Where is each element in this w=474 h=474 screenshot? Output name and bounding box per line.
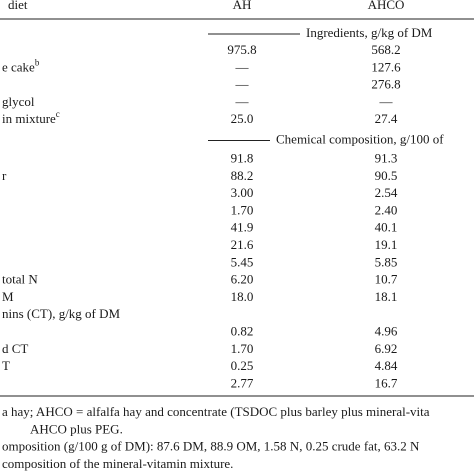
section-heading: Chemical composition, g/100 of [276, 131, 444, 146]
ahco-value: 127.6 [371, 59, 401, 74]
ahco-value: 2.40 [375, 202, 398, 217]
row-label-text: e cake [2, 59, 35, 74]
ah-value: 975.8 [227, 42, 256, 57]
ah-value: 41.9 [231, 220, 254, 235]
ahco-value: — [379, 94, 394, 109]
ah-value: 1.70 [231, 341, 254, 356]
ahco-value: 2.54 [375, 185, 398, 200]
ah-value: 2.77 [231, 375, 254, 390]
row-label-text: r [2, 168, 7, 183]
row-label-text: nins (CT), g/kg of DM [2, 306, 121, 321]
row-label-text: T [2, 358, 10, 373]
header-cell: diet [8, 0, 28, 12]
footnote-mark: b [35, 57, 40, 67]
ah-value: 0.82 [231, 323, 254, 338]
footnote: AHCO plus PEG. [30, 421, 123, 436]
row-label: d CT [2, 341, 28, 356]
row-label: nins (CT), g/kg of DM [2, 306, 121, 321]
row-label: M [2, 289, 14, 304]
ahco-value: 276.8 [371, 77, 400, 92]
ah-value: 3.00 [231, 185, 254, 200]
row-label-text: M [2, 289, 14, 304]
row-label-text: d CT [2, 341, 28, 356]
ah-value: 6.20 [231, 272, 254, 287]
ah-value: 5.45 [231, 254, 254, 269]
header-cell: AHCO [368, 0, 405, 12]
ah-value: 1.70 [231, 202, 254, 217]
footnote: composition of the mineral-vitamin mixtu… [2, 456, 233, 471]
row-label: T [2, 358, 10, 373]
row-label: e cakeb [2, 57, 40, 74]
row-label-text: total N [2, 272, 38, 287]
row-label-text: in mixture [2, 111, 56, 126]
ahco-value: 6.92 [375, 341, 398, 356]
ah-value: 25.0 [231, 111, 254, 126]
ahco-value: 90.5 [375, 168, 398, 183]
ahco-value: 4.84 [375, 358, 398, 373]
ahco-value: 10.7 [375, 272, 398, 287]
row-label: total N [2, 272, 38, 287]
ahco-value: 4.96 [375, 323, 398, 338]
ah-value: — [235, 59, 250, 74]
ah-value: 21.6 [231, 237, 254, 252]
ah-value: 0.25 [231, 358, 254, 373]
row-label: glycol [2, 94, 35, 109]
row-label-text: glycol [2, 94, 35, 109]
ahco-value: 91.3 [375, 150, 398, 165]
ahco-value: 18.1 [375, 289, 398, 304]
footnote-mark: c [56, 109, 60, 119]
ahco-value: 27.4 [375, 111, 398, 126]
header-cell: AH [233, 0, 252, 12]
ah-value: — [235, 94, 250, 109]
ahco-value: 40.1 [375, 220, 398, 235]
ahco-value: 16.7 [375, 375, 398, 390]
ah-value: — [235, 77, 250, 92]
footnote: a hay; AHCO = alfalfa hay and concentrat… [2, 404, 430, 419]
row-label: r [2, 168, 7, 183]
footnote: omposition (g/100 g of DM): 87.6 DM, 88.… [2, 439, 420, 454]
row-label: in mixturec [2, 109, 60, 126]
ahco-value: 5.85 [375, 254, 398, 269]
section-heading: Ingredients, g/kg of DM [306, 25, 433, 40]
ah-value: 18.0 [231, 289, 254, 304]
ahco-value: 19.1 [375, 237, 398, 252]
ah-value: 88.2 [231, 168, 254, 183]
ahco-value: 568.2 [371, 42, 400, 57]
ah-value: 91.8 [231, 150, 254, 165]
